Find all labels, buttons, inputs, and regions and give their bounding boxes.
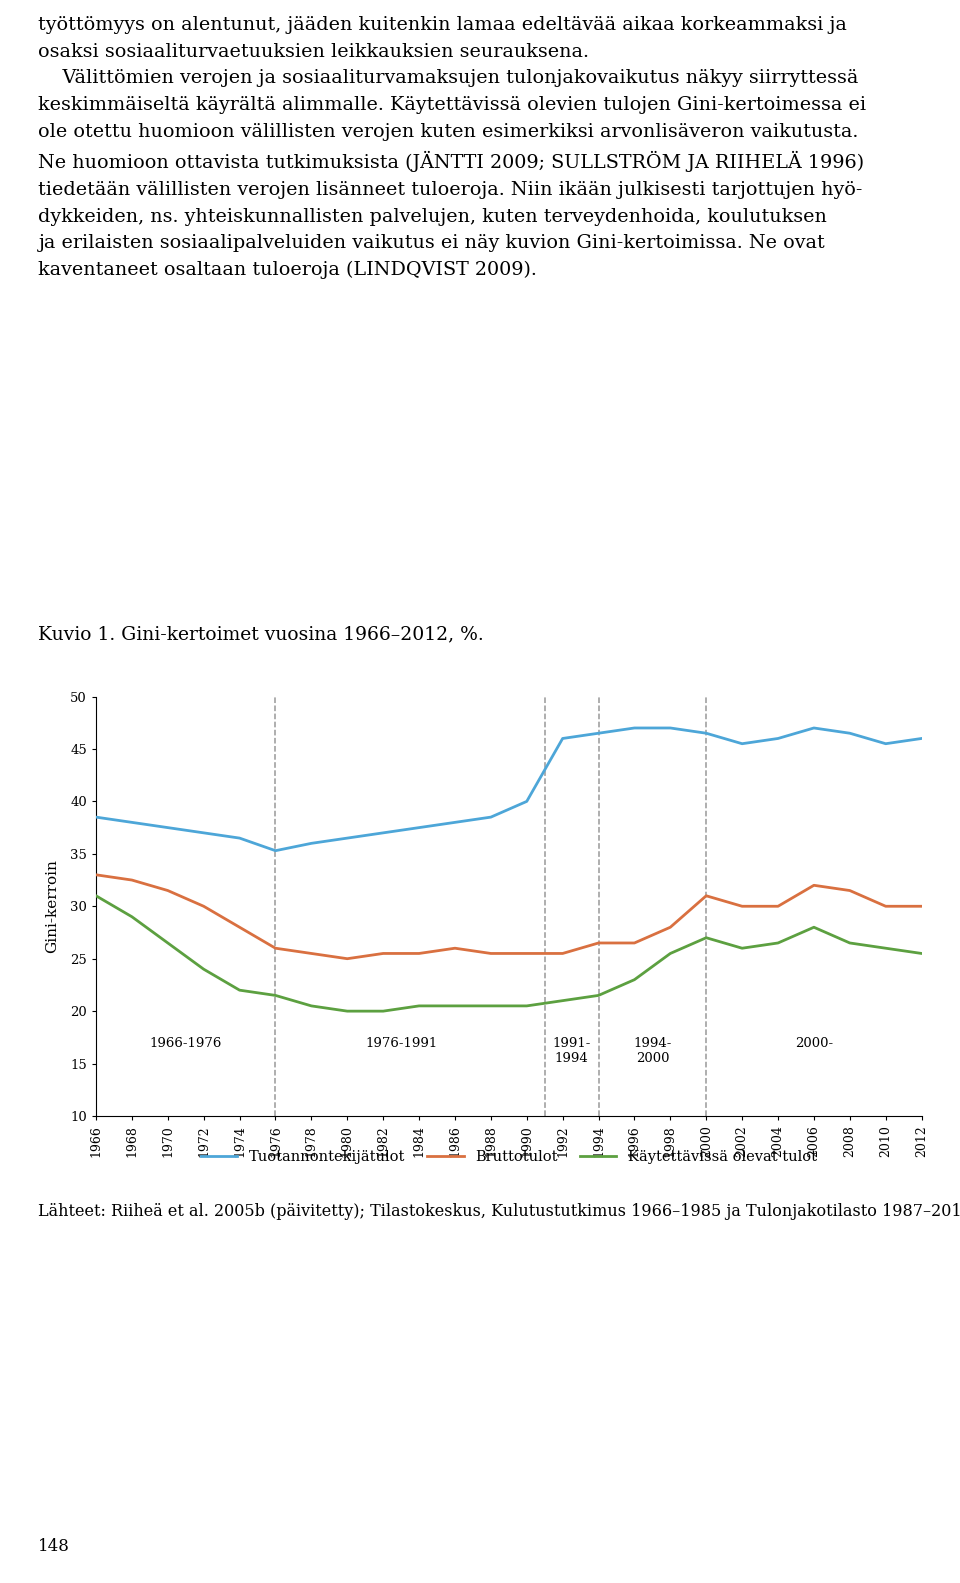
Text: Kuvio 1. Gini-kertoimet vuosina 1966–2012, %.: Kuvio 1. Gini-kertoimet vuosina 1966–201… <box>38 625 484 643</box>
Text: työttömyys on alentunut, jääden kuitenkin lamaa edeltävää aikaa korkeammaksi ja
: työttömyys on alentunut, jääden kuitenki… <box>38 16 867 280</box>
Text: 2000-: 2000- <box>795 1037 833 1051</box>
Y-axis label: Gini-kerroin: Gini-kerroin <box>45 860 59 953</box>
Text: 1991-
1994: 1991- 1994 <box>552 1037 590 1065</box>
Text: 1966-1976: 1966-1976 <box>150 1037 222 1051</box>
Text: 1976-1991: 1976-1991 <box>365 1037 437 1051</box>
Text: Lähteet: Riiheä et al. 2005b (päivitetty); Tilastokeskus, Kulutustutkimus 1966–1: Lähteet: Riiheä et al. 2005b (päivitetty… <box>38 1203 960 1220</box>
Legend: Tuotannontekijätulot, Bruttotulot, Käytettävissä olevat tulot: Tuotannontekijätulot, Bruttotulot, Käyte… <box>195 1145 823 1170</box>
Text: 1994-
2000: 1994- 2000 <box>634 1037 672 1065</box>
Text: 148: 148 <box>38 1539 70 1555</box>
